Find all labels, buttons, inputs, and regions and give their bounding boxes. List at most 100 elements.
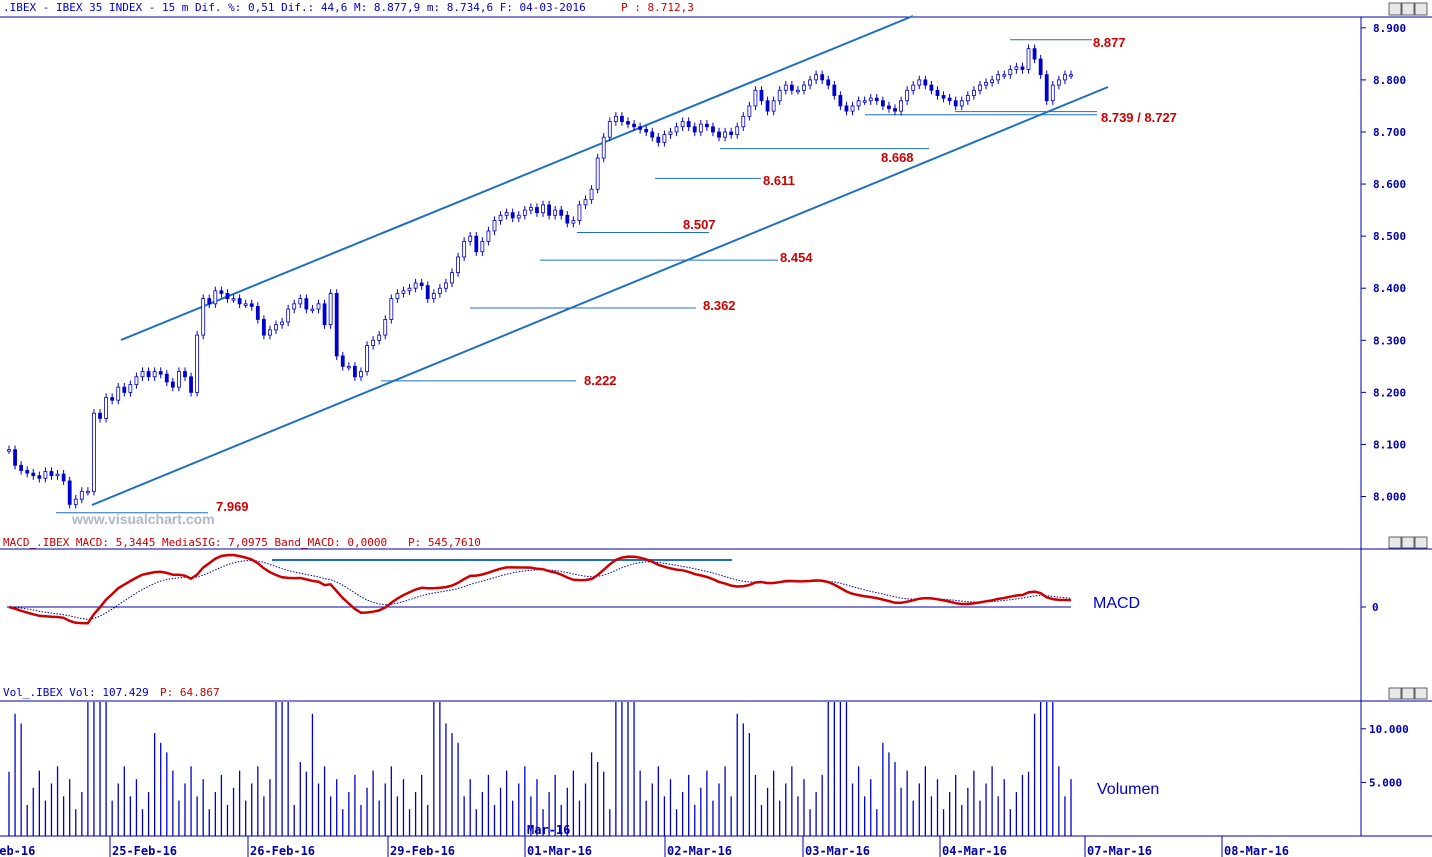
candle-body <box>116 386 121 401</box>
time-tick-label: 26-Feb-16 <box>250 844 315 857</box>
vol-pane-buttons[interactable] <box>1388 687 1428 700</box>
time-tick-label: 01-Mar-16 <box>527 844 592 857</box>
candle-body <box>753 89 758 107</box>
price-tick-label: 8.100 <box>1373 438 1406 451</box>
candle-body <box>310 308 315 311</box>
candle-body <box>255 306 260 320</box>
volume-tick-label: 5.000 <box>1369 776 1402 789</box>
candle-body <box>607 121 612 138</box>
macd-lines <box>7 553 1366 625</box>
candle-body <box>814 74 819 81</box>
time-tick-label: 25-Feb-16 <box>112 844 177 857</box>
candle-body <box>632 123 636 128</box>
candle-body <box>723 131 727 138</box>
macd-close-button[interactable] <box>1414 536 1428 549</box>
candle-body <box>79 490 84 500</box>
candle-body <box>1020 66 1025 70</box>
candle-body <box>838 95 843 107</box>
candle-body <box>941 95 946 99</box>
watermark: www.visualchart.com <box>71 511 215 527</box>
support-resistance-levels: 7.969 8.222 8.362 8.454 8.507 8.611 8.668 8.739… <box>56 35 1177 514</box>
macd-minimize-button[interactable] <box>1388 536 1402 549</box>
candle-body <box>911 84 916 91</box>
candle-body <box>662 134 667 143</box>
candle-body <box>61 473 66 482</box>
level-label: 8.877 <box>1093 35 1126 50</box>
candle-body <box>571 220 576 224</box>
candle-body <box>474 235 479 253</box>
candle-body <box>377 334 382 341</box>
candle-body <box>868 97 873 102</box>
candle-body <box>213 290 218 305</box>
price-tick-label: 8.600 <box>1373 178 1406 191</box>
time-tick-label: Feb-16 <box>0 844 35 857</box>
trend-channel <box>91 15 1109 506</box>
candle-body <box>19 464 24 471</box>
price-tick-label: 8.300 <box>1373 334 1406 347</box>
maximize-button[interactable] <box>1401 2 1415 16</box>
minimize-button[interactable] <box>1388 2 1402 16</box>
candle-body <box>874 97 879 102</box>
candles <box>7 44 1073 509</box>
candle-body <box>177 371 181 388</box>
candle-body <box>316 303 321 310</box>
macd-pane-buttons[interactable] <box>1388 536 1428 549</box>
time-tick-label: 07-Mar-16 <box>1087 844 1152 857</box>
candle-body <box>462 240 467 258</box>
candle-body <box>650 131 655 138</box>
price-pane-buttons[interactable] <box>1388 2 1428 16</box>
candle-body <box>844 105 849 112</box>
volume-axis: 10.000 5.000 <box>1361 723 1409 789</box>
candle-body <box>638 126 643 130</box>
candle-body <box>456 256 460 273</box>
vol-header: Vol_.IBEX Vol: 107.429 <box>3 686 149 699</box>
candle-body <box>789 84 794 91</box>
candle-body <box>85 490 90 494</box>
macd-maximize-button[interactable] <box>1401 536 1415 549</box>
time-overlay-label: Mar-16 <box>527 823 570 837</box>
close-button[interactable] <box>1414 2 1428 16</box>
level-label: 8.668 <box>881 150 914 165</box>
candle-body <box>437 287 442 294</box>
candle-body <box>1063 74 1067 81</box>
candle-body <box>55 473 60 477</box>
candle-body <box>1026 48 1031 70</box>
vol-close-button[interactable] <box>1414 687 1428 700</box>
time-tick-label: 02-Mar-16 <box>667 844 732 857</box>
candle-body <box>522 209 527 216</box>
candle-body <box>431 293 436 300</box>
candle-body <box>49 471 54 477</box>
price-tick-label: 8.200 <box>1373 386 1406 399</box>
candle-body <box>158 371 163 375</box>
price-header-p: P : 8.712,3 <box>621 1 694 14</box>
candle-body <box>893 108 897 112</box>
candle-body <box>862 100 867 103</box>
candle-body <box>274 324 278 331</box>
candle-body <box>626 121 630 125</box>
candle-body <box>389 298 394 320</box>
candle-body <box>808 79 812 86</box>
macd-zero-tick: 0 <box>1372 601 1379 614</box>
candle-body <box>122 386 127 393</box>
candle-body <box>322 303 327 326</box>
price-tick-label: 8.800 <box>1373 74 1406 87</box>
candle-body <box>735 126 740 135</box>
vol-minimize-button[interactable] <box>1388 687 1402 700</box>
candle-body <box>759 89 764 102</box>
time-tick-label: 03-Mar-16 <box>805 844 870 857</box>
candle-body <box>1050 84 1055 102</box>
candle-body <box>170 381 175 388</box>
candle-body <box>516 214 521 219</box>
candle-body <box>365 345 369 372</box>
candle-body <box>383 319 388 336</box>
volume-tick-label: 10.000 <box>1369 723 1409 736</box>
candle-body <box>796 89 800 93</box>
candle-body <box>656 136 661 143</box>
vol-maximize-button[interactable] <box>1401 687 1415 700</box>
candle-body <box>947 97 952 102</box>
candle-body <box>152 371 157 378</box>
candle-body <box>747 105 752 117</box>
time-tick-label: 04-Mar-16 <box>942 844 1007 857</box>
candle-body <box>996 74 1001 81</box>
candle-body <box>698 123 703 133</box>
